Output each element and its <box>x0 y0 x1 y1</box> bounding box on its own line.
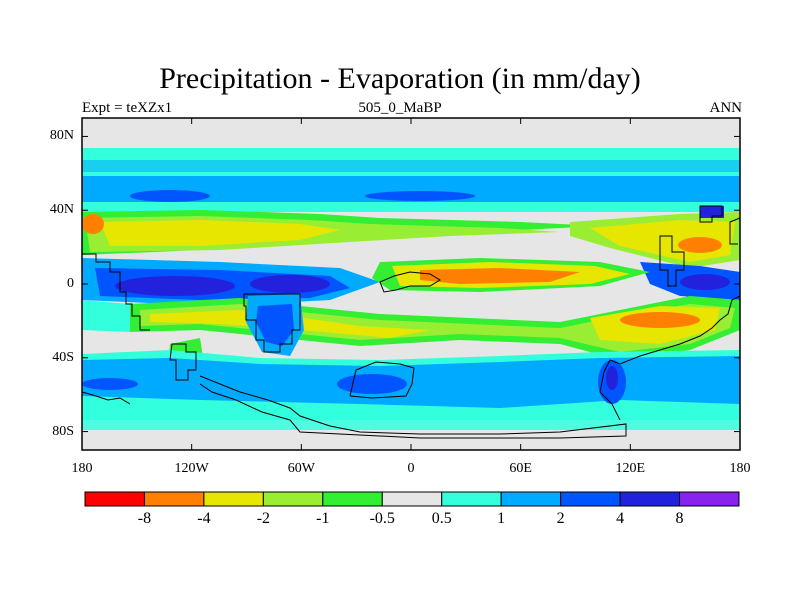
colorbar-swatch <box>679 491 740 507</box>
lon-label: 0 <box>407 461 415 476</box>
colorbar-level-label: -2 <box>256 510 271 527</box>
coastline-equatorial-island <box>379 271 441 293</box>
season-label: ANN <box>709 100 743 116</box>
cell-nw-orange <box>82 214 104 234</box>
tick-marks <box>81 118 741 450</box>
colorbar-swatch <box>619 491 681 507</box>
cell-se-orange <box>620 312 700 328</box>
field-layer <box>82 118 740 450</box>
colorbar-level-label: -0.5 <box>369 510 395 527</box>
colorbar-swatch <box>143 491 205 507</box>
colorbar-level-label: -1 <box>316 510 330 527</box>
colorbar-swatch <box>381 491 443 507</box>
colorbar-level-label: 8 <box>675 510 684 527</box>
cell-north-dark <box>130 190 210 202</box>
coastline-east-edge <box>729 217 741 245</box>
colorbar-swatch <box>203 491 264 507</box>
cell-sw-blue <box>82 378 138 390</box>
cell-basin-blue <box>256 304 294 346</box>
band-sw-cyan <box>82 300 130 332</box>
colorbar-level-label: 0.5 <box>431 510 452 527</box>
colorbar-swatch <box>500 491 562 507</box>
lon-label: 60E <box>509 461 532 476</box>
colorbar-level-label: -8 <box>137 510 152 527</box>
cell-itcz-darkblue <box>115 276 235 296</box>
lon-label: 180 <box>71 461 93 476</box>
lat-label: 80N <box>49 128 74 144</box>
cell-ne-orange <box>678 237 722 253</box>
colorbar-level-label: 4 <box>616 510 625 527</box>
band-central-orange <box>420 268 580 284</box>
coastline-east-island <box>659 235 685 287</box>
lat-label: 40S <box>52 349 74 365</box>
colorbar-swatch <box>441 491 502 507</box>
band-north-light <box>82 160 740 172</box>
plot-title: Precipitation - Evaporation (in mm/day) <box>159 62 641 95</box>
colorbar-swatch <box>560 491 621 507</box>
band-south-blue <box>82 356 740 408</box>
band-north-cyan-2 <box>82 202 740 212</box>
colorbar-swatch <box>322 491 383 507</box>
colorbar <box>84 491 740 507</box>
cell-ne-darkblue <box>700 206 724 218</box>
colorbar-level-label: -4 <box>197 510 211 527</box>
cell-itcz-darkblue-2 <box>250 275 330 293</box>
lon-label: 60W <box>287 461 315 476</box>
colorbar-swatch <box>84 491 145 507</box>
coastline-west-continent <box>82 253 150 331</box>
colorbar-level-label: 2 <box>556 510 565 527</box>
band-north-yellow-west <box>100 220 340 246</box>
cell-south-darkblue-east <box>606 366 618 390</box>
colorbar-swatch <box>262 491 324 507</box>
time-label: 505_0_MaBP <box>358 100 442 116</box>
experiment-label: Expt = teXZx1 <box>82 100 173 116</box>
cell-itcz-east-darkblue <box>680 274 730 290</box>
lat-label: 40N <box>49 202 74 218</box>
lon-label: 120W <box>174 461 209 476</box>
coastline-layer <box>81 205 741 439</box>
coastline-basin-continent <box>243 293 301 353</box>
cell-north-dark-2 <box>365 191 475 201</box>
band-far-south-cyan <box>82 400 740 430</box>
lon-label: 180 <box>729 461 751 476</box>
lon-label: 120E <box>615 461 646 476</box>
coastline-eastern-continent <box>599 295 741 421</box>
coastline-southern-continent <box>199 375 627 439</box>
lat-label: 80S <box>52 423 74 439</box>
colorbar-level-label: 1 <box>497 510 506 527</box>
coastline-south-island <box>349 361 415 399</box>
lat-label: 0 <box>67 276 74 291</box>
cell-south-blue-center <box>337 374 407 394</box>
coastline-sw-fragment <box>81 391 131 405</box>
coastline-peninsula <box>169 343 197 381</box>
coastline-ne-island <box>699 205 723 223</box>
